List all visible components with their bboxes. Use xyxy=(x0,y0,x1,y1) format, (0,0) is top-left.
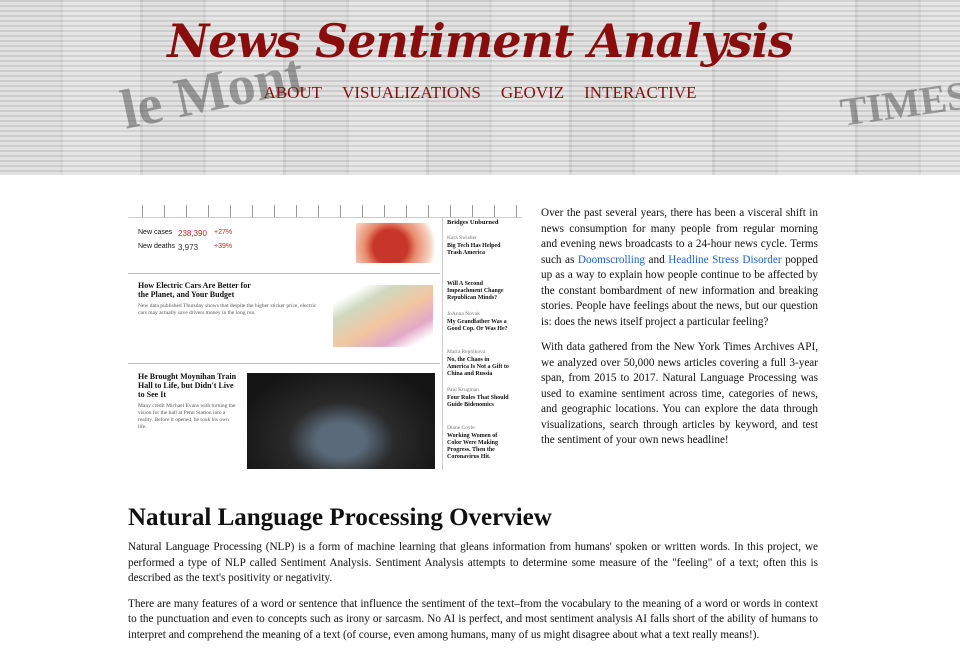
divider xyxy=(128,363,440,364)
headline: How Electric Cars Are Better for the Pla… xyxy=(138,281,251,299)
overview: Natural Language Processing (NLP) is a f… xyxy=(128,540,818,653)
sidebar-headline: Will A Second Impeachment Change Republi… xyxy=(447,281,504,301)
stat-value: 238,390 xyxy=(178,229,207,238)
nav-link[interactable]: ABOUT xyxy=(263,83,323,102)
background-word: TIMES xyxy=(837,72,960,135)
sidebar-headline: My Grandfather Was a Good Cop. Or Was He… xyxy=(447,319,508,332)
sidebar-author: Maria Repnikova xyxy=(447,349,486,355)
stat-label: New cases xyxy=(138,229,173,236)
photo xyxy=(247,373,435,469)
chart-image xyxy=(333,285,433,347)
paragraph: There are many features of a word or sen… xyxy=(128,597,818,641)
map xyxy=(356,223,442,263)
nav-link[interactable]: GEOVIZ xyxy=(500,83,565,102)
text: With data gathered from the New York Tim… xyxy=(541,341,818,446)
nav-link[interactable]: VISUALIZATIONS xyxy=(342,83,481,102)
stat-label: New deaths xyxy=(138,243,175,250)
sidebar-headline: Big Tech Has Helped Trash America xyxy=(447,243,501,256)
stat-change: +39% xyxy=(214,243,233,250)
sidebar-headline: Bridges Unburned xyxy=(447,219,499,226)
sidebar-author: Paul Krugman xyxy=(447,387,479,393)
section-heading: Natural Language Processing Overview xyxy=(128,504,552,531)
site-title: News Sentiment Analysis xyxy=(167,14,794,68)
paragraph: With data gathered from the New York Tim… xyxy=(541,340,818,449)
text: and xyxy=(648,253,665,266)
text: Over the past several years, there has b… xyxy=(541,207,818,266)
link[interactable]: Headline Stress Disorder xyxy=(668,253,782,266)
headline: He Brought Moynihan Train Hall to Life, … xyxy=(138,372,237,399)
sidebar-rule xyxy=(442,217,443,470)
sidebar-author: Kara Swisher xyxy=(447,235,477,241)
nav: ABOUT VISUALIZATIONS GEOVIZ INTERACTIVE xyxy=(0,83,960,103)
sidebar-headline: No, the Chaos in America Is Not a Gift t… xyxy=(447,357,509,377)
summary: New data published Thursday shows that d… xyxy=(138,303,317,316)
link[interactable]: Doomscrolling xyxy=(577,253,646,266)
nav-link[interactable]: INTERACTIVE xyxy=(584,83,697,102)
sidebar-author: JoAnna Novak xyxy=(447,311,480,317)
sidebar-headline: Four Rules That Should Guide Bidenomics xyxy=(447,395,509,408)
paragraph: Natural Language Processing (NLP) is a f… xyxy=(128,541,818,584)
paragraph: Over the past several years, there has b… xyxy=(541,206,818,330)
sidebar-author: Diane Coyle xyxy=(447,425,475,431)
text: popped up as a way to explain how people… xyxy=(541,253,819,328)
header: le Mont TIMES News Sentiment Analysis AB… xyxy=(0,0,960,175)
summary: Many credit Michael Evans with turning t… xyxy=(138,403,236,430)
stat-change: +27% xyxy=(214,229,233,236)
divider xyxy=(128,273,440,274)
nyt-topbar xyxy=(128,205,522,218)
intro: Over the past several years, there has b… xyxy=(541,206,818,459)
nyt-screenshot: New cases 238,390 +27% New deaths 3,973 +39% H… xyxy=(128,205,522,470)
sidebar-headline: Working Women of Color Were Making Progr… xyxy=(447,433,498,460)
stat-value: 3,973 xyxy=(178,243,199,252)
